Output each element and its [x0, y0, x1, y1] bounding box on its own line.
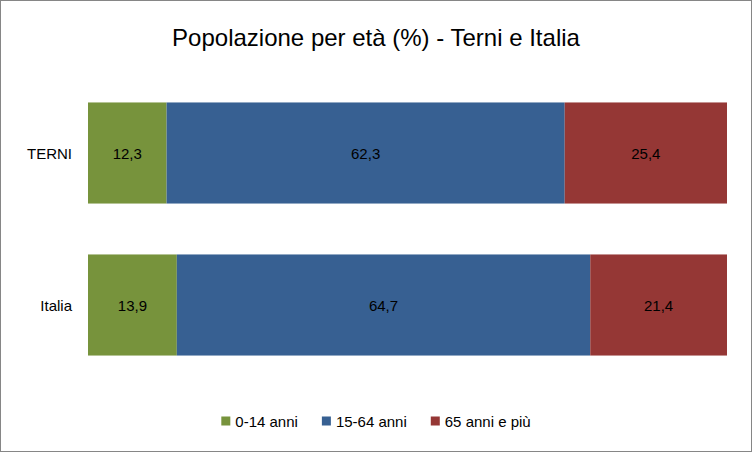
- legend-label: 65 anni e più: [445, 413, 531, 430]
- data-label: 21,4: [644, 297, 673, 314]
- bar-segment: [590, 254, 727, 355]
- category-label: Italia: [40, 297, 72, 314]
- legend-label: 0-14 anni: [235, 413, 298, 430]
- legend: 0-14 anni 15-64 anni 65 anni e più: [221, 413, 530, 430]
- chart-container: Popolazione per età (%) - Terni e Italia…: [0, 0, 752, 452]
- data-label: 62,3: [351, 145, 380, 162]
- bar-segment: [177, 254, 590, 355]
- data-label: 12,3: [113, 145, 142, 162]
- data-label: 13,9: [118, 297, 147, 314]
- bar-segment: [88, 102, 167, 203]
- bar-segment: [88, 254, 177, 355]
- bar-segment: [565, 102, 727, 203]
- legend-label: 15-64 anni: [336, 413, 407, 430]
- data-label: 25,4: [631, 145, 660, 162]
- category-labels: TERNI Italia: [27, 145, 73, 314]
- legend-swatch: [221, 417, 230, 426]
- chart-frame: [1, 1, 752, 452]
- legend-swatch: [431, 417, 440, 426]
- category-label: TERNI: [27, 145, 72, 162]
- data-labels: 12,3 62,3 25,4 13,9 64,7 21,4: [113, 145, 674, 314]
- bar-segment: [167, 102, 565, 203]
- bars: [88, 102, 727, 355]
- chart-title: Popolazione per età (%) - Terni e Italia: [172, 24, 580, 51]
- data-label: 64,7: [369, 297, 398, 314]
- legend-swatch: [322, 417, 331, 426]
- chart-svg: Popolazione per età (%) - Terni e Italia…: [0, 0, 752, 452]
